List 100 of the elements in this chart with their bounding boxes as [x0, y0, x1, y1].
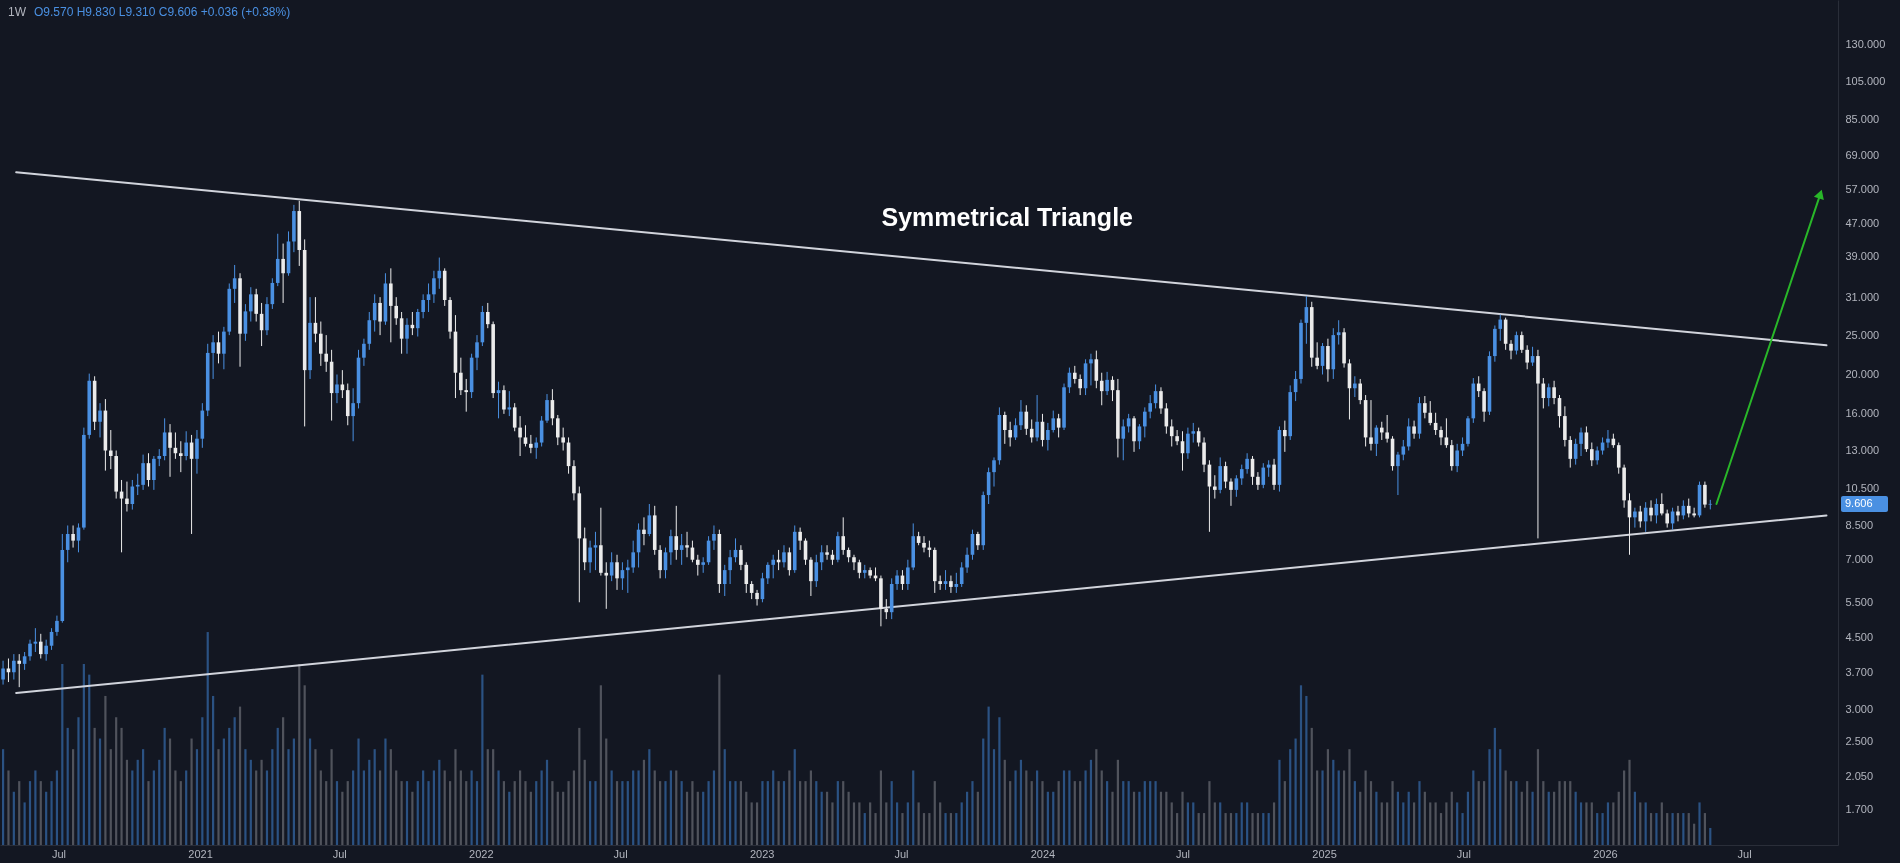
bar: [249, 759, 252, 845]
y-tick-label: 2.050: [1845, 769, 1874, 782]
bar: [879, 770, 883, 845]
bar: [874, 813, 877, 845]
bar: [1472, 770, 1475, 845]
candlestick: [728, 549, 732, 585]
candlestick: [222, 326, 226, 370]
bar: [1084, 770, 1087, 845]
bar: [120, 727, 123, 845]
bar: [1262, 813, 1265, 845]
bar: [357, 738, 360, 845]
candlestick: [1568, 435, 1573, 469]
bar: [922, 813, 926, 845]
bar: [723, 749, 726, 845]
candlestick: [868, 566, 872, 579]
bar: [1547, 791, 1550, 845]
bar: [960, 802, 963, 845]
bar: [276, 727, 279, 845]
bar: [755, 802, 759, 845]
candlestick: [362, 338, 366, 367]
bar: [400, 781, 403, 845]
bar: [470, 770, 473, 845]
y-tick-label: 3.000: [1845, 702, 1874, 715]
bar: [971, 781, 974, 845]
bar: [45, 791, 48, 845]
bar: [583, 759, 586, 845]
bar: [1052, 791, 1055, 845]
bar: [308, 738, 312, 845]
candlestick: [1213, 474, 1217, 500]
candlestick: [518, 415, 522, 457]
x-tick-label: Jul: [51, 847, 66, 860]
bar: [1272, 802, 1276, 845]
bar: [131, 770, 134, 845]
candlestick: [1261, 462, 1266, 489]
bar: [1197, 813, 1200, 845]
bar: [438, 759, 441, 845]
bar: [389, 749, 392, 845]
bar: [788, 770, 791, 845]
bar: [772, 770, 775, 845]
candlestick: [1379, 421, 1384, 441]
bar: [217, 749, 220, 845]
bar: [1655, 813, 1658, 845]
bar: [443, 770, 446, 845]
candlestick: [1099, 372, 1104, 406]
candlestick: [1509, 339, 1513, 360]
bar: [1332, 759, 1335, 845]
candlestick: [615, 554, 619, 591]
bar: [992, 749, 996, 845]
bar: [562, 791, 565, 845]
bar: [1649, 813, 1653, 845]
candlestick: [1353, 375, 1357, 398]
bar: [384, 738, 387, 845]
bar: [712, 770, 716, 845]
bar: [1143, 781, 1146, 845]
candlestick: [168, 423, 172, 478]
bar: [578, 727, 581, 845]
bar: [1299, 685, 1303, 845]
bar: [1186, 802, 1189, 845]
chart-title: 1W: [8, 5, 27, 19]
x-tick-label: 2026: [1593, 847, 1618, 860]
bar: [1391, 781, 1394, 845]
candlestick: [1202, 436, 1206, 473]
candlestick: [108, 429, 113, 470]
candlestick: [1412, 420, 1416, 440]
bar: [18, 781, 21, 845]
bar: [637, 770, 640, 845]
candlestick: [1476, 375, 1481, 398]
bar: [1493, 727, 1496, 845]
bar: [610, 770, 613, 845]
bar: [1294, 738, 1297, 845]
bar: [1515, 781, 1518, 845]
bar: [653, 770, 656, 845]
bar: [1386, 802, 1389, 845]
y-tick-label: 1.700: [1845, 802, 1874, 815]
candlestick: [582, 527, 587, 571]
bar: [448, 781, 452, 845]
bar: [7, 770, 10, 845]
x-tick-label: Jul: [894, 847, 909, 860]
bar: [1068, 770, 1071, 845]
x-tick-label: Jul: [1456, 847, 1471, 860]
candlestick: [1229, 477, 1233, 507]
x-tick-label: Jul: [613, 847, 628, 860]
candlestick: [798, 527, 802, 551]
bar: [1342, 770, 1346, 845]
candlestick: [426, 282, 431, 313]
candlestick: [1579, 427, 1583, 457]
candlestick: [1649, 499, 1653, 522]
candlestick: [1336, 319, 1341, 346]
bar: [1477, 781, 1480, 845]
candlestick: [1385, 414, 1389, 444]
candlestick: [1686, 498, 1691, 518]
bar: [836, 781, 839, 845]
bar: [152, 770, 155, 845]
bar: [1176, 813, 1179, 845]
bar: [664, 781, 667, 845]
bar: [1170, 802, 1173, 845]
bar: [1617, 791, 1620, 845]
bar: [1159, 791, 1163, 845]
bar: [777, 781, 780, 845]
bar: [540, 770, 543, 845]
